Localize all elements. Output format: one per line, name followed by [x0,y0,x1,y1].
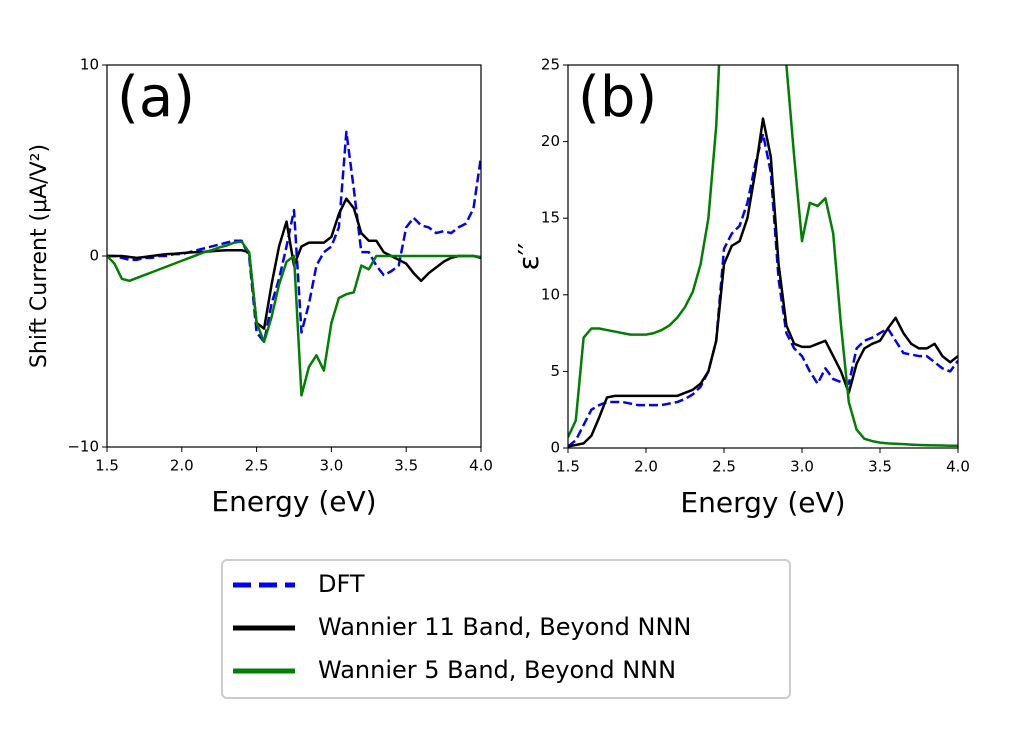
y-axis-label: Shift Current (μA/V²) [27,144,52,368]
data-line [568,65,958,447]
legend-label: Wannier 5 Band, Beyond NNN [318,656,676,684]
x-tick-label: 2.5 [712,458,736,476]
plot-area [107,130,481,397]
y-tick-label: 15 [541,209,560,227]
x-tick-label: 3.0 [790,458,814,476]
y-tick-label: 10 [541,285,560,303]
y-tick-label: 0 [89,247,99,265]
y-tick-label: 25 [541,56,560,74]
x-tick-label: 2.0 [170,457,194,475]
x-tick-label: 3.5 [394,457,418,475]
panel-label: (a) [117,65,195,130]
y-tick-label: 0 [550,439,560,457]
axes-frame [567,64,959,449]
data-line [107,130,481,344]
x-tick-label: 2.0 [634,458,658,476]
x-tick-label: 2.5 [245,457,269,475]
legend-label: Wannier 11 Band, Beyond NNN [318,613,691,641]
y-tick-label: 20 [541,132,560,150]
data-line [568,132,958,448]
x-tick-label: 1.5 [95,457,119,475]
y-tick-label: −10 [67,438,99,456]
x-axis-label: Energy (eV) [680,486,845,519]
y-axis-label: ε′′ [512,243,545,271]
legend-label: DFT [318,570,365,598]
y-tick-label: 5 [550,362,560,380]
x-tick-label: 1.5 [556,458,580,476]
x-tick-label: 4.0 [946,458,970,476]
x-tick-label: 3.0 [319,457,343,475]
x-tick-label: 3.5 [868,458,892,476]
data-line [568,117,958,448]
legend-box [221,559,791,699]
y-tick-label: 10 [80,56,99,74]
x-axis-label: Energy (eV) [211,485,376,518]
plot-area [568,65,958,448]
x-tick-label: 4.0 [469,457,493,475]
panel-label: (b) [578,65,657,130]
data-line [107,240,481,397]
